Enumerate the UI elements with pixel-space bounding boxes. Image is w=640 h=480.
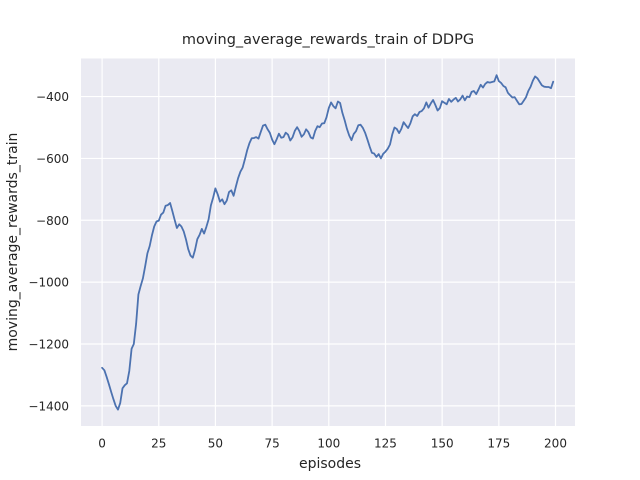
y-tick-label: −800	[36, 214, 69, 228]
x-tick-label: 200	[544, 437, 567, 451]
x-tick-label: 125	[374, 437, 397, 451]
x-tick-label: 50	[208, 437, 223, 451]
chart-title: moving_average_rewards_train of DDPG	[182, 32, 474, 48]
series-line	[101, 74, 555, 411]
y-tick-label: −1000	[28, 276, 69, 290]
x-tick-label: 25	[151, 437, 166, 451]
x-axis-label: episodes	[299, 456, 361, 472]
x-tick-label: 100	[317, 437, 340, 451]
y-axis-label: moving_average_rewards_train	[5, 133, 21, 352]
x-tick-label: 0	[98, 437, 106, 451]
y-tick-label: −1400	[28, 399, 69, 413]
y-tick-label: −1200	[28, 338, 69, 352]
x-tick-label: 75	[264, 437, 279, 451]
plot-area	[81, 58, 575, 426]
y-tick-label: −400	[36, 90, 69, 104]
y-tick-label: −600	[36, 152, 69, 166]
x-tick-label: 175	[487, 437, 510, 451]
plot-layer: −400 −600 −800 −1000 −1200 −1400 0 25 50 75 100 125…	[28, 58, 575, 451]
x-tick-label: 150	[431, 437, 454, 451]
